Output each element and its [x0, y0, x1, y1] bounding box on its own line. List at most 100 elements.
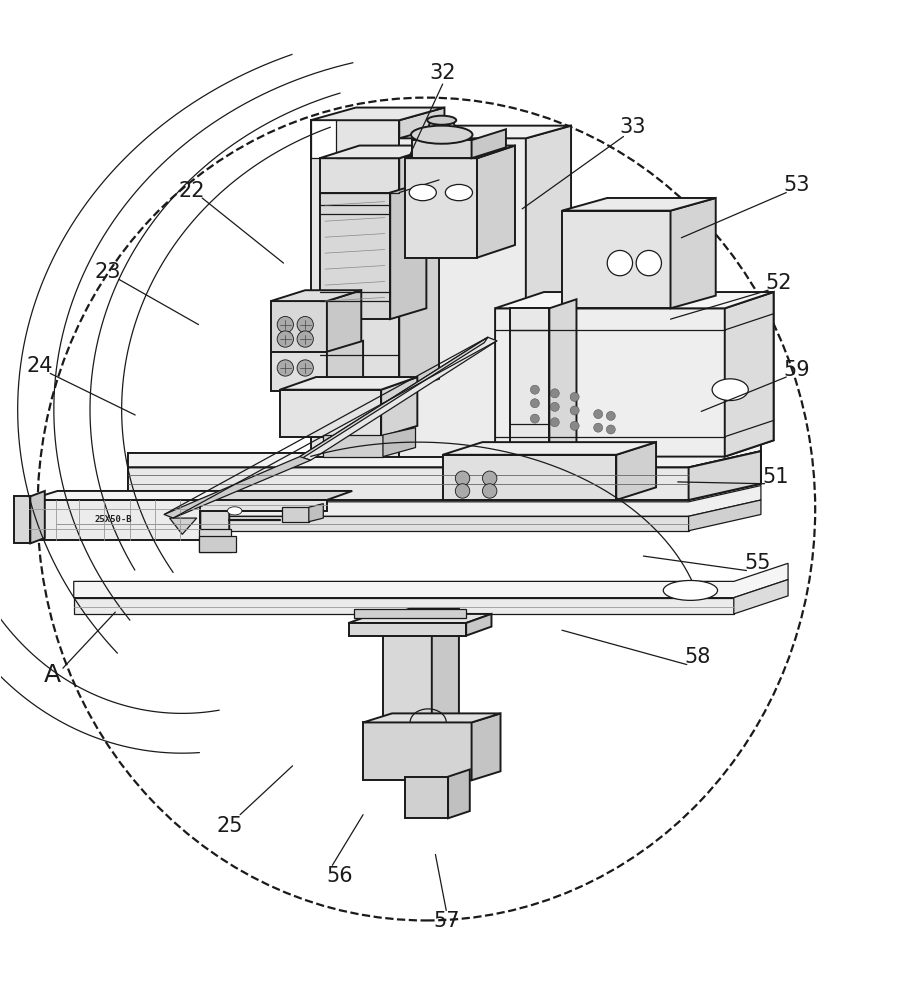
Polygon shape: [472, 713, 501, 780]
Circle shape: [607, 250, 632, 276]
Polygon shape: [424, 122, 459, 140]
Polygon shape: [562, 198, 716, 211]
Circle shape: [483, 484, 497, 498]
Circle shape: [636, 250, 661, 276]
Polygon shape: [381, 377, 417, 437]
Circle shape: [455, 471, 470, 486]
Polygon shape: [688, 451, 761, 500]
Text: 22: 22: [178, 181, 204, 201]
Ellipse shape: [427, 116, 456, 125]
Polygon shape: [310, 120, 336, 158]
Text: 55: 55: [744, 553, 771, 573]
Ellipse shape: [411, 126, 473, 144]
Circle shape: [571, 406, 580, 415]
Text: 24: 24: [26, 356, 53, 376]
Polygon shape: [405, 777, 448, 818]
Polygon shape: [200, 500, 327, 511]
Text: 51: 51: [762, 467, 789, 487]
Polygon shape: [412, 140, 472, 158]
Polygon shape: [354, 609, 466, 618]
Circle shape: [606, 425, 615, 434]
Polygon shape: [348, 623, 466, 636]
Circle shape: [531, 414, 540, 423]
Circle shape: [606, 411, 615, 420]
Polygon shape: [319, 158, 399, 391]
Text: 23: 23: [95, 262, 122, 282]
Circle shape: [551, 418, 560, 427]
Text: 52: 52: [766, 273, 793, 293]
Ellipse shape: [663, 580, 717, 600]
Circle shape: [278, 316, 294, 333]
Polygon shape: [297, 337, 488, 462]
Polygon shape: [271, 290, 361, 301]
Polygon shape: [383, 428, 415, 457]
Polygon shape: [399, 146, 439, 391]
Polygon shape: [495, 292, 774, 457]
Text: 59: 59: [784, 360, 811, 380]
Polygon shape: [734, 580, 788, 614]
Polygon shape: [327, 341, 363, 391]
Polygon shape: [526, 126, 571, 457]
Polygon shape: [319, 193, 390, 319]
Circle shape: [551, 389, 560, 398]
Polygon shape: [28, 500, 200, 540]
Polygon shape: [399, 126, 571, 138]
Polygon shape: [73, 563, 788, 598]
Polygon shape: [510, 308, 550, 457]
Polygon shape: [199, 536, 237, 552]
Text: 33: 33: [619, 117, 646, 137]
Polygon shape: [616, 442, 656, 500]
Polygon shape: [472, 129, 506, 158]
Text: A: A: [44, 663, 61, 687]
Text: 53: 53: [784, 175, 810, 195]
Polygon shape: [55, 486, 761, 516]
Polygon shape: [363, 713, 501, 722]
Polygon shape: [200, 491, 229, 540]
Polygon shape: [432, 609, 459, 728]
Polygon shape: [73, 598, 734, 614]
Polygon shape: [271, 301, 327, 355]
Circle shape: [571, 421, 580, 430]
Polygon shape: [466, 614, 492, 636]
Polygon shape: [170, 518, 197, 534]
Polygon shape: [348, 614, 492, 623]
Polygon shape: [383, 618, 432, 728]
Circle shape: [455, 484, 470, 498]
Polygon shape: [271, 352, 327, 391]
Ellipse shape: [228, 507, 242, 515]
Circle shape: [297, 316, 313, 333]
Polygon shape: [128, 437, 761, 467]
Ellipse shape: [409, 184, 436, 201]
Polygon shape: [390, 182, 426, 319]
Polygon shape: [405, 146, 515, 158]
Polygon shape: [477, 146, 515, 258]
Polygon shape: [280, 390, 381, 437]
Polygon shape: [443, 442, 656, 455]
Polygon shape: [128, 451, 761, 500]
Polygon shape: [300, 337, 497, 460]
Polygon shape: [55, 516, 688, 531]
Polygon shape: [327, 290, 361, 355]
Polygon shape: [550, 299, 577, 457]
Polygon shape: [323, 435, 383, 457]
Text: 25X50-B: 25X50-B: [94, 515, 132, 524]
Polygon shape: [199, 529, 231, 552]
Polygon shape: [495, 292, 774, 308]
Text: 25: 25: [216, 816, 242, 836]
Circle shape: [297, 331, 313, 347]
Circle shape: [531, 385, 540, 394]
Polygon shape: [28, 491, 229, 500]
Text: 58: 58: [685, 647, 711, 667]
Polygon shape: [448, 769, 470, 818]
Polygon shape: [383, 609, 459, 618]
Circle shape: [297, 360, 313, 376]
Polygon shape: [688, 500, 761, 531]
Polygon shape: [310, 120, 399, 457]
Polygon shape: [200, 491, 352, 500]
Polygon shape: [363, 722, 472, 780]
Polygon shape: [30, 491, 44, 543]
Polygon shape: [399, 138, 526, 457]
Polygon shape: [562, 211, 670, 308]
Polygon shape: [405, 158, 477, 258]
Circle shape: [278, 360, 294, 376]
